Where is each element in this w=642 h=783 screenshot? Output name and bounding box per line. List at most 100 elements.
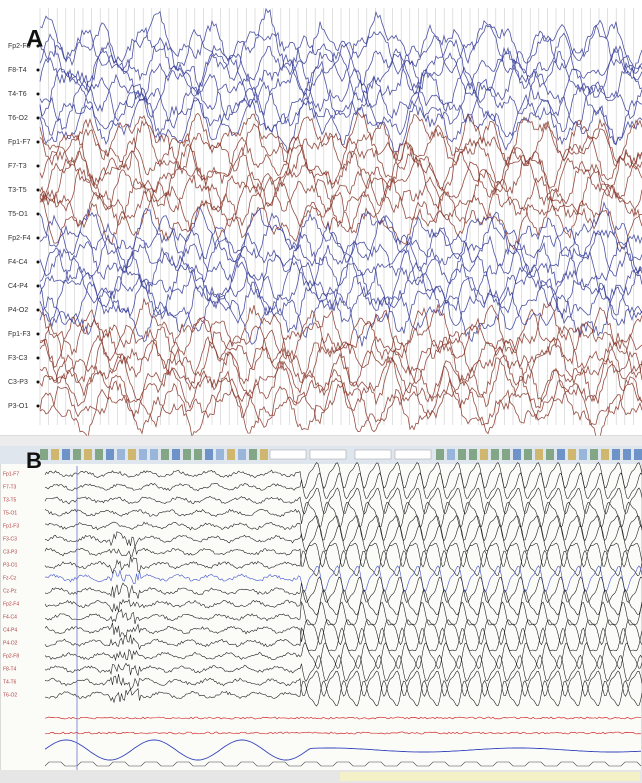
channel-label: F3-C3	[8, 355, 28, 362]
channel-label: Cz-Pz	[3, 588, 17, 594]
eeg-trace	[44, 588, 642, 616]
tool-icon	[172, 449, 180, 460]
panel-b-labels: Fp1-F7 F7-T3 T3-T5 T5-O1 Fp1-F3 F3-C3 C3-P3 P3-…	[3, 471, 19, 698]
channel-label: C3-P3	[3, 549, 17, 555]
channel-dot	[36, 140, 40, 144]
tool-icon	[623, 449, 631, 460]
channel-label: Fp2-F8	[3, 653, 19, 659]
eeg-trace	[39, 321, 642, 385]
tool-icon	[436, 449, 444, 460]
channel-label: Fp2-F8	[8, 43, 31, 50]
channel-label: T5-O1	[8, 211, 28, 218]
channel-dot	[36, 332, 40, 336]
dropdown	[269, 449, 307, 460]
tool-icon	[117, 449, 125, 460]
eeg-trace	[39, 277, 642, 334]
channel-dot	[36, 68, 40, 72]
tool-icon	[612, 449, 620, 460]
tool-icon	[480, 449, 488, 460]
panel-label: B	[26, 448, 42, 473]
eeg-trace	[44, 654, 642, 682]
tool-icon	[634, 449, 642, 460]
channel-label: T6-O2	[8, 115, 28, 122]
eeg-trace	[39, 346, 642, 408]
eeg-trace	[39, 96, 642, 154]
tool-icon	[150, 449, 158, 460]
channel-label: T3-T5	[8, 187, 27, 194]
eeg-trace	[44, 642, 642, 670]
ekg-trace	[44, 731, 642, 735]
eeg-trace	[44, 619, 642, 646]
channel-label: C4-P4	[8, 283, 28, 290]
channel-label: Fp2-F4	[3, 601, 19, 607]
tool-icon	[194, 449, 202, 460]
channel-dot	[36, 116, 40, 120]
channel-label: Fp1-F7	[8, 139, 31, 146]
channel-dot	[36, 284, 40, 288]
timeline	[340, 772, 640, 781]
channel-dot	[36, 308, 40, 312]
menu-bar	[0, 436, 642, 446]
eeg-trace	[44, 627, 642, 652]
panel-a-traces	[39, 7, 642, 440]
channel-label: P4-O2	[8, 307, 28, 314]
channel-dot	[36, 44, 40, 48]
tool-icon	[62, 449, 70, 460]
channel-dot	[36, 188, 40, 192]
eeg-trace	[39, 370, 642, 433]
channel-dot	[36, 92, 40, 96]
channel-label: F3-C3	[3, 536, 17, 542]
channel-dot	[36, 236, 40, 240]
tool-icon	[161, 449, 169, 460]
tool-icon	[249, 449, 257, 460]
eeg-trace	[39, 111, 642, 168]
panel-b-window	[0, 435, 642, 783]
channel-label: C3-P3	[8, 379, 28, 386]
channel-dot	[36, 164, 40, 168]
tool-icon	[260, 449, 268, 460]
tool-icon	[238, 449, 246, 460]
tool-icon	[73, 449, 81, 460]
eeg-trace	[44, 576, 642, 603]
tool-icon	[139, 449, 147, 460]
tool-icon	[502, 449, 510, 460]
channel-dot	[36, 404, 40, 408]
eeg-trace	[39, 297, 642, 364]
eeg-trace	[39, 188, 642, 251]
channel-label: F8-T4	[3, 666, 17, 672]
channel-label: P3-O1	[3, 562, 18, 568]
channel-label: P3-O1	[8, 403, 28, 410]
eeg-trace	[39, 212, 642, 275]
eeg-trace	[44, 524, 642, 552]
eeg-trace	[39, 118, 642, 175]
tool-icon	[469, 449, 477, 460]
tool-icon	[590, 449, 598, 460]
eeg-trace	[39, 306, 642, 370]
tool-icon	[183, 449, 191, 460]
eeg-trace	[44, 487, 642, 515]
channel-label: Fz-Cz	[3, 575, 17, 581]
channel-label: Fp1-F7	[3, 471, 19, 477]
tool-icon	[95, 449, 103, 460]
eeg-trace	[39, 355, 642, 419]
eeg-trace	[39, 140, 642, 203]
tool-icon	[557, 449, 565, 460]
channel-label: F7-T3	[8, 163, 27, 170]
channel-dot	[36, 260, 40, 264]
channel-label: P4-O2	[3, 640, 18, 646]
tool-icon	[513, 449, 521, 460]
tool-icon	[447, 449, 455, 460]
tool-icon	[51, 449, 59, 460]
tool-icon	[227, 449, 235, 460]
eeg-trace	[44, 549, 642, 577]
channel-label: F4-C4	[8, 259, 28, 266]
eeg-trace	[44, 515, 642, 542]
eeg-trace	[39, 155, 642, 214]
eeg-trace	[39, 59, 642, 119]
channel-label: T5-O1	[3, 510, 17, 516]
channel-label: T6-O2	[3, 692, 17, 698]
eeg-trace	[44, 600, 642, 626]
eeg-trace	[39, 19, 642, 83]
panel-label: A	[26, 25, 43, 52]
